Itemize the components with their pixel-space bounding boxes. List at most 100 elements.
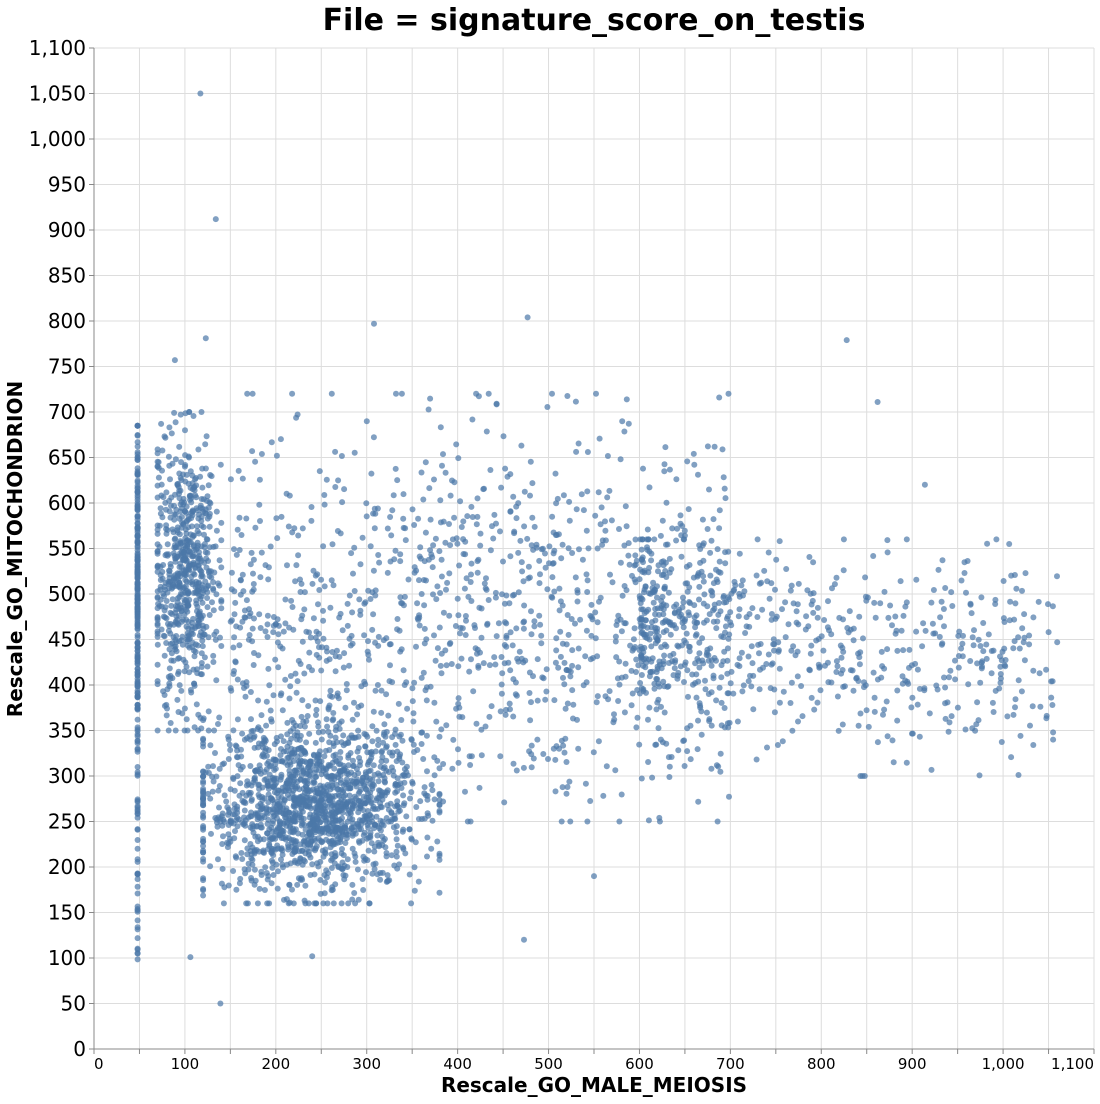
data-point xyxy=(602,537,609,544)
data-point xyxy=(455,455,462,462)
data-point xyxy=(212,815,219,821)
data-point xyxy=(1029,703,1036,710)
data-point xyxy=(332,756,339,763)
data-point xyxy=(956,628,963,635)
data-point xyxy=(644,544,650,551)
y-tick-label: 950 xyxy=(48,173,86,197)
data-point xyxy=(312,739,319,746)
data-point xyxy=(306,629,312,636)
data-point xyxy=(356,596,363,603)
data-point xyxy=(536,580,543,587)
data-point xyxy=(339,815,345,822)
data-point xyxy=(538,640,545,647)
data-point xyxy=(556,607,563,614)
data-point xyxy=(170,634,177,641)
data-point xyxy=(210,607,217,614)
data-point xyxy=(230,868,237,874)
data-point xyxy=(134,797,141,804)
data-point xyxy=(395,804,402,811)
data-point xyxy=(321,583,328,590)
data-point xyxy=(584,449,591,455)
data-point xyxy=(654,594,660,601)
data-point xyxy=(211,727,218,734)
data-point xyxy=(793,608,800,615)
data-point xyxy=(288,735,295,742)
data-point xyxy=(828,631,835,638)
data-point xyxy=(476,784,483,791)
data-point xyxy=(213,508,220,515)
data-point xyxy=(194,603,201,610)
data-point xyxy=(707,549,714,556)
data-point xyxy=(210,659,217,665)
data-point xyxy=(376,559,383,566)
data-point xyxy=(436,889,443,896)
data-point xyxy=(716,507,723,514)
data-point xyxy=(727,680,734,687)
data-point xyxy=(397,594,404,601)
data-point xyxy=(545,756,551,762)
data-point xyxy=(201,531,207,538)
data-point xyxy=(231,835,238,842)
data-point xyxy=(418,469,425,476)
data-point xyxy=(501,600,508,607)
data-point xyxy=(167,609,174,616)
data-point xyxy=(861,679,867,686)
data-point xyxy=(277,436,284,443)
data-point xyxy=(588,601,595,608)
data-point xyxy=(756,580,763,587)
data-point xyxy=(315,825,322,832)
data-point xyxy=(560,742,567,749)
data-point xyxy=(216,765,223,772)
data-point xyxy=(856,654,863,661)
data-point xyxy=(255,768,262,775)
data-point xyxy=(648,557,655,564)
data-point xyxy=(285,835,292,841)
data-point xyxy=(572,398,579,405)
data-point xyxy=(401,593,408,600)
data-point xyxy=(420,669,427,676)
data-point xyxy=(785,621,792,628)
data-point xyxy=(159,575,166,582)
data-point xyxy=(946,719,953,726)
data-point xyxy=(1026,632,1033,639)
data-point xyxy=(680,594,686,601)
data-point xyxy=(179,641,186,648)
data-point xyxy=(381,721,388,728)
data-point xyxy=(561,681,568,688)
data-point xyxy=(241,837,248,844)
data-point xyxy=(323,716,330,723)
data-point xyxy=(337,839,344,846)
data-point xyxy=(352,858,359,865)
data-point xyxy=(501,799,508,806)
data-point xyxy=(134,675,141,682)
data-point xyxy=(542,564,549,571)
data-point xyxy=(618,791,625,798)
data-point xyxy=(272,761,279,768)
data-point xyxy=(134,432,141,439)
data-point xyxy=(200,823,207,830)
data-point xyxy=(974,660,981,667)
data-point xyxy=(320,900,327,907)
data-point xyxy=(748,643,755,650)
data-point xyxy=(946,674,952,681)
data-point xyxy=(692,624,699,631)
data-point xyxy=(549,574,556,581)
data-point xyxy=(566,778,573,785)
data-point xyxy=(471,622,478,629)
data-point xyxy=(625,540,632,547)
data-point xyxy=(378,804,385,811)
data-point xyxy=(693,694,700,701)
data-point xyxy=(779,738,786,745)
data-point xyxy=(174,480,181,487)
data-point xyxy=(347,785,354,792)
data-point xyxy=(172,727,179,734)
data-point xyxy=(268,439,275,446)
data-point xyxy=(345,900,352,907)
data-point xyxy=(929,620,936,627)
data-point xyxy=(134,513,141,520)
data-point xyxy=(383,744,390,751)
data-point xyxy=(722,623,729,630)
data-point xyxy=(948,589,955,596)
data-point xyxy=(423,697,430,704)
